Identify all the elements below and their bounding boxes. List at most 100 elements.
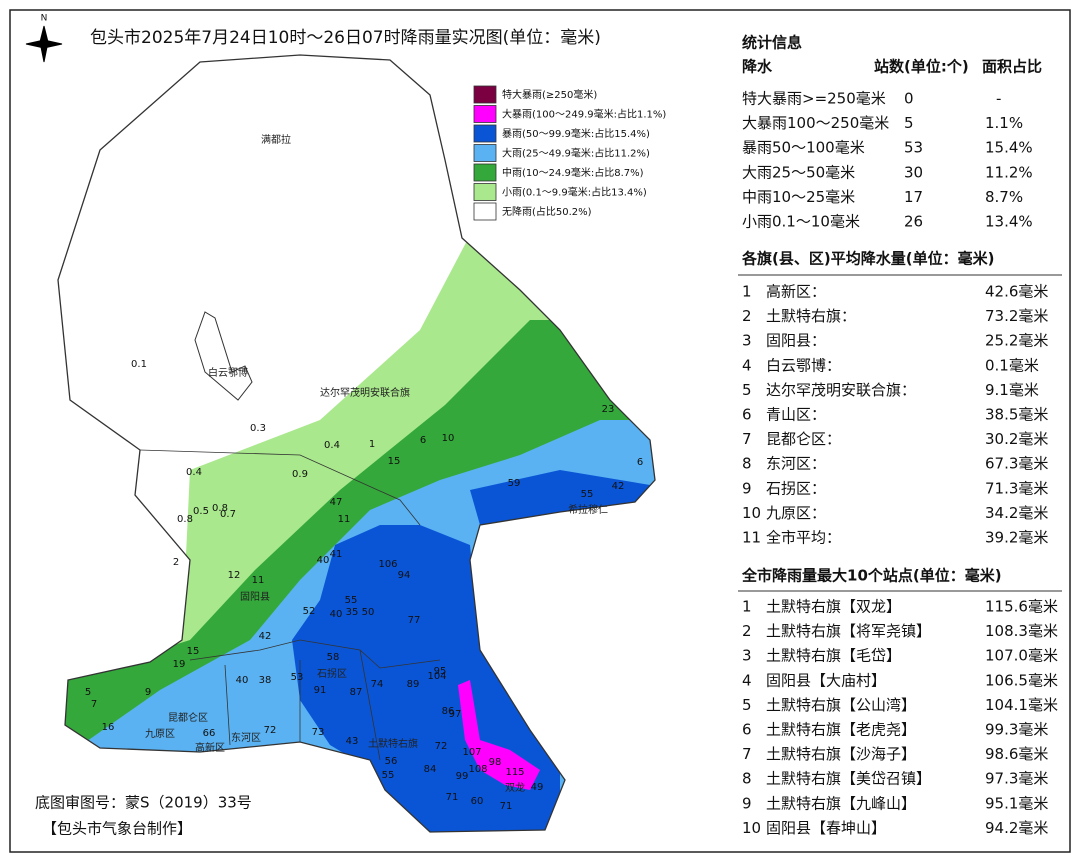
- average-cell: 10: [742, 504, 761, 522]
- place-label: 双龙: [505, 781, 525, 794]
- station-value: 12: [228, 570, 241, 581]
- stats-header: 降水: [742, 58, 773, 76]
- top10-cell: 95.1毫米: [985, 794, 1048, 812]
- station-value: 107: [462, 747, 481, 758]
- station-value: 16: [102, 722, 115, 733]
- average-cell: 5: [742, 381, 752, 399]
- average-cell: 42.6毫米: [985, 283, 1048, 301]
- stats-cell: 暴雨50～100毫米: [742, 139, 865, 157]
- station-value: 9: [145, 687, 151, 698]
- top10-cell: 土默特右旗【老虎尧】: [766, 721, 916, 739]
- top10-cell: 固阳县【春坤山】: [766, 819, 886, 837]
- baiyun-border: [194, 311, 253, 401]
- station-value: 108: [468, 764, 487, 775]
- place-label: 九原区: [145, 728, 175, 740]
- station-value: 0.7: [220, 509, 236, 520]
- average-cell: 9.1毫米: [985, 381, 1039, 399]
- station-value: 40: [330, 609, 343, 620]
- average-cell: 全市平均：: [766, 529, 841, 547]
- average-cell: 东河区：: [766, 455, 826, 473]
- station-value: 94: [398, 570, 411, 581]
- station-value: 66: [203, 728, 216, 739]
- top10-cell: 106.5毫米: [985, 671, 1058, 689]
- section-title: 全市降雨量最大10个站点(单位：毫米): [741, 567, 1002, 585]
- top10-cell: 土默特右旗【将军尧镇】: [766, 622, 931, 640]
- top10-cell: 9: [742, 794, 752, 812]
- station-value: 77: [408, 615, 421, 626]
- station-value: 72: [435, 741, 448, 752]
- station-value: 40: [317, 555, 330, 566]
- station-value: 0.4: [324, 440, 340, 451]
- legend-swatch: [473, 144, 497, 162]
- average-cell: 高新区：: [766, 283, 826, 301]
- station-value: 49: [531, 782, 544, 793]
- average-cell: 昆都仑区：: [766, 430, 841, 448]
- top10-cell: 7: [742, 745, 752, 763]
- legend-label: 中雨(10～24.9毫米:占比8.7%): [502, 166, 644, 179]
- place-label: 满都拉: [261, 133, 291, 146]
- stats-cell: 大暴雨100～250毫米: [742, 114, 889, 132]
- top10-cell: 土默特右旗【公山湾】: [766, 696, 916, 714]
- top10-cell: 2: [742, 622, 752, 640]
- average-cell: 39.2毫米: [985, 529, 1048, 547]
- station-value: 42: [612, 481, 625, 492]
- stats-cell: 13.4%: [985, 213, 1033, 231]
- average-cell: 达尔罕茂明安联合旗：: [766, 381, 916, 399]
- average-cell: 九原区：: [766, 504, 826, 522]
- station-value: 55: [382, 770, 395, 781]
- station-value: 0.5: [193, 506, 209, 517]
- average-cell: 30.2毫米: [985, 430, 1048, 448]
- average-cell: 0.1毫米: [985, 356, 1039, 374]
- stats-cell: 大雨25～50毫米: [742, 163, 855, 181]
- station-value: 38: [259, 675, 272, 686]
- average-cell: 25.2毫米: [985, 332, 1048, 350]
- top10-cell: 固阳县【大庙村】: [766, 671, 886, 689]
- top10-cell: 104.1毫米: [985, 696, 1058, 714]
- station-value: 115: [505, 767, 524, 778]
- station-value: 19: [173, 659, 186, 670]
- top10-cell: 6: [742, 721, 752, 739]
- station-value: 40: [236, 675, 249, 686]
- place-label: 白云鄂博: [208, 366, 248, 379]
- stats-cell: 30: [904, 163, 923, 181]
- stats-header: 面积占比: [982, 58, 1042, 76]
- station-value: 97: [449, 709, 462, 720]
- svg-text:N: N: [41, 14, 48, 24]
- station-value: 43: [346, 736, 359, 747]
- station-value: 91: [314, 685, 327, 696]
- legend-swatch: [473, 202, 497, 221]
- station-value: 23: [602, 404, 615, 415]
- station-value: 1: [369, 439, 375, 450]
- legend-label: 特大暴雨(≥250毫米): [502, 88, 597, 101]
- stats-header: 站数(单位:个): [874, 58, 969, 76]
- station-value: 15: [388, 456, 401, 467]
- station-value: 0.3: [250, 423, 266, 434]
- station-value: 47: [330, 497, 343, 508]
- stats-cell: -: [996, 90, 1001, 108]
- average-cell: 2: [742, 307, 752, 325]
- station-value: 104: [427, 671, 446, 682]
- station-value: 87: [350, 687, 363, 698]
- top10-cell: 97.3毫米: [985, 770, 1048, 788]
- legend-label: 小雨(0.1～9.9毫米:占比13.4%): [502, 186, 647, 199]
- station-value: 50: [362, 607, 375, 618]
- station-value: 55: [345, 595, 358, 606]
- station-value: 98: [489, 757, 502, 768]
- place-label: 土默特右旗: [368, 737, 418, 750]
- station-value: 95: [434, 666, 447, 677]
- station-value: 11: [252, 575, 265, 586]
- stats-cell: 11.2%: [985, 163, 1033, 181]
- top10-cell: 10: [742, 819, 761, 837]
- stats-cell: 中雨10～25毫米: [742, 188, 855, 206]
- top10-cell: 土默特右旗【双龙】: [766, 598, 901, 616]
- place-label: 昆都仑区: [168, 711, 208, 724]
- legend: 特大暴雨(≥250毫米) 大暴雨(100～249.9毫米:占比1.1%) 暴雨(50…: [473, 85, 666, 221]
- legend-label: 无降雨(占比50.2%): [502, 205, 592, 218]
- station-value: 0.8: [212, 503, 228, 514]
- station-value: 0.1: [131, 359, 147, 370]
- places: 满都拉 白云鄂博 达尔罕茂明安联合旗 固阳县 希拉穆仁 石拐区 昆都仑区 九原区…: [145, 133, 608, 794]
- average-cell: 青山区：: [766, 406, 826, 424]
- station-value: 89: [407, 679, 420, 690]
